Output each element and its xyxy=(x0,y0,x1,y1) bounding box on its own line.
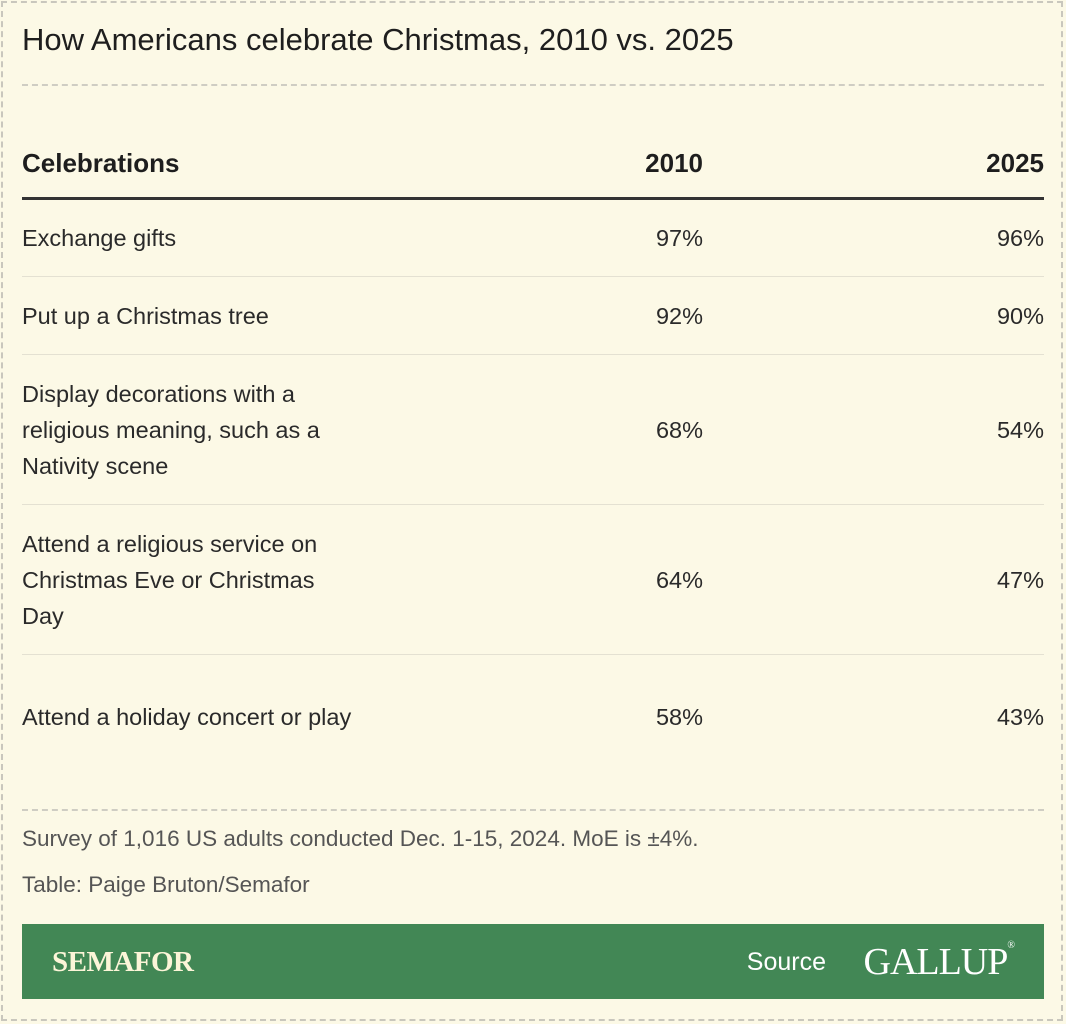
value-2025: 54% xyxy=(703,354,1044,505)
chart-title: How Americans celebrate Christmas, 2010 … xyxy=(22,22,734,57)
value-2025: 43% xyxy=(996,703,1044,730)
column-header-2025: 2025 xyxy=(703,130,1044,200)
credit: Table: Paige Bruton/Semafor xyxy=(22,872,310,897)
row-label: Exchange gifts xyxy=(22,198,362,277)
row-label: Attend a holiday concert or play xyxy=(22,703,352,730)
row-label: Put up a Christmas tree xyxy=(22,276,362,355)
column-header-celebrations: Celebrations xyxy=(22,130,362,200)
table-row: Attend a holiday concert or play 58% 43% xyxy=(22,655,1044,779)
source-label: Source xyxy=(746,948,826,976)
data-table: Celebrations 2010 2025 Exchange gifts 97%… xyxy=(22,130,1044,779)
gallup-logo: GALLUP® xyxy=(863,940,1015,983)
table-row: Display decorations with a religious mea… xyxy=(22,354,1044,505)
value-2010: 68% xyxy=(362,354,703,505)
row-label: Attend a religious service on Christmas … xyxy=(22,504,362,655)
value-2025: 96% xyxy=(703,198,1044,277)
value-2010: 64% xyxy=(362,504,703,655)
semafor-logo: SEMAFOR xyxy=(52,946,194,978)
row-label: Display decorations with a religious mea… xyxy=(22,354,362,505)
value-2010: 92% xyxy=(362,276,703,355)
value-2010: 97% xyxy=(362,198,703,277)
divider xyxy=(22,84,1044,86)
value-2010: 58% xyxy=(655,703,703,730)
survey-note: Survey of 1,016 US adults conducted Dec.… xyxy=(22,826,699,851)
brand-bar: SEMAFOR Source GALLUP® xyxy=(22,924,1044,999)
column-header-2010: 2010 xyxy=(362,130,703,200)
table-row: Put up a Christmas tree 92% 90% xyxy=(22,276,1044,355)
table-row: Attend a religious service on Christmas … xyxy=(22,504,1044,655)
value-2025: 90% xyxy=(703,276,1044,355)
divider xyxy=(22,809,1044,811)
table-header-row: Celebrations 2010 2025 xyxy=(22,130,1044,200)
table-row: Exchange gifts 97% 96% xyxy=(22,198,1044,277)
value-2025: 47% xyxy=(703,504,1044,655)
